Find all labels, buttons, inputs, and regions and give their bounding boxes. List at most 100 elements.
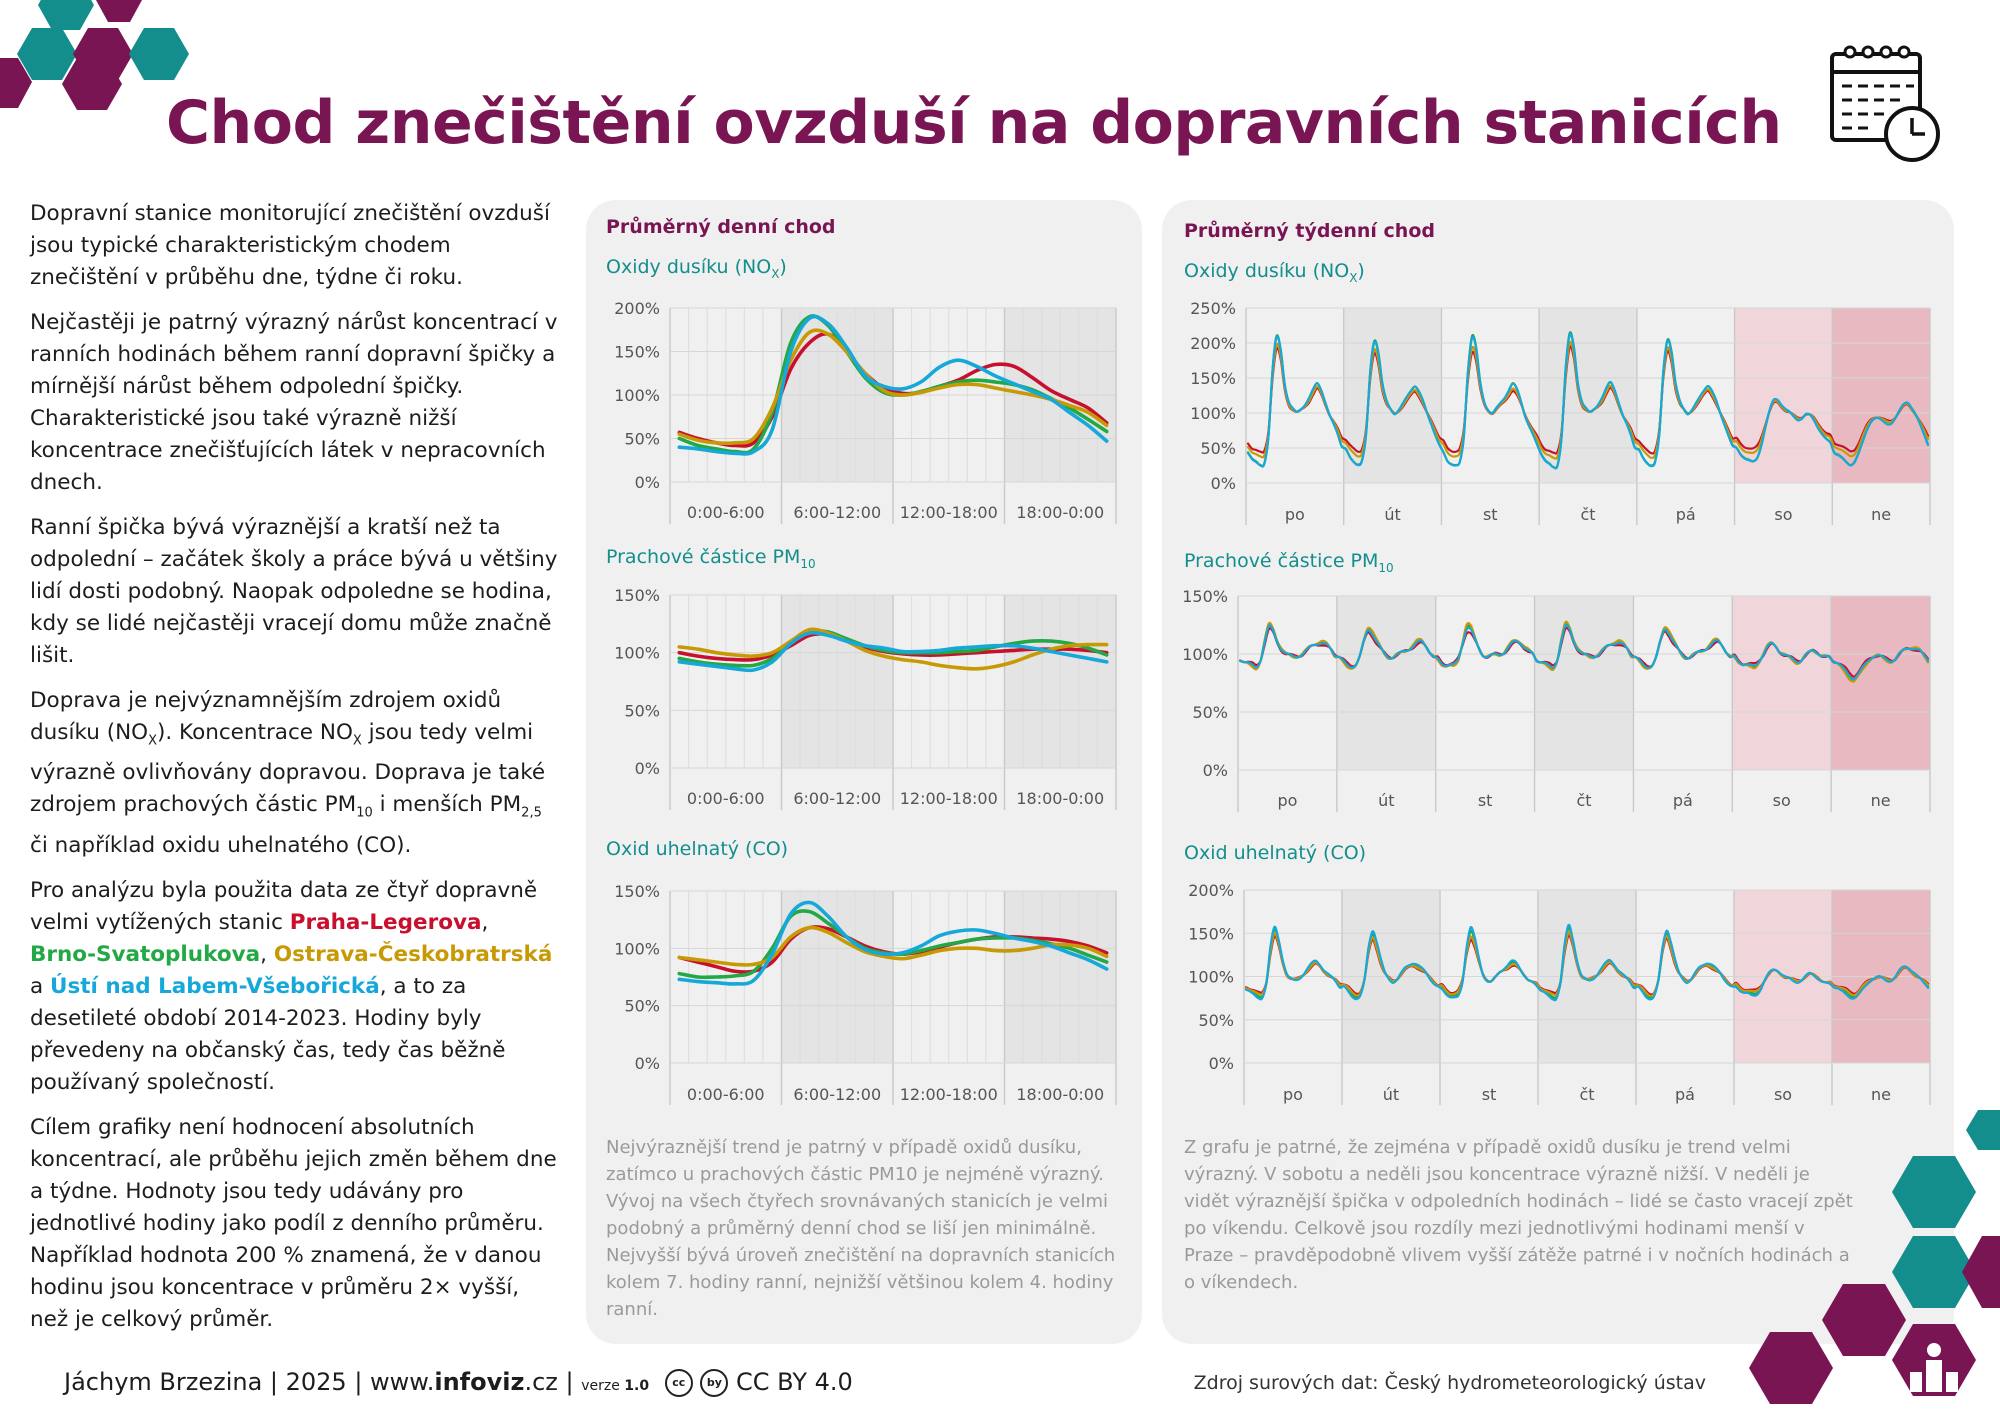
daily-nox-title: Oxidy dusíku (NOX) [606,256,787,281]
footer-author: Jáchym Brzezina | 2025 | www. [64,1368,435,1396]
x-tick-label: út [1383,1085,1399,1104]
y-tick-label: 0% [635,1054,660,1073]
nox-title-end: ) [1357,260,1365,282]
x-tick-label: út [1384,505,1400,524]
y-tick-label: 150% [1190,369,1236,388]
y-tick-label: 0% [635,759,660,778]
p5-part: , [260,941,274,967]
p4-part: či například oxidu uhelnatého (CO). [30,832,412,858]
x-tick-label: 12:00-18:00 [900,503,998,522]
x-tick-label: út [1378,791,1394,810]
station-praha: Praha-Legerova [289,909,482,935]
y-tick-label: 50% [624,701,660,720]
series-line--st-nad-labem-v-ebo-ick- [677,900,1109,986]
intro-text: Dopravní stanice monitorující znečištění… [30,198,560,1349]
series-line-ostrava-eskobratrsk- [677,328,1109,446]
hexagon-decoration-top-left [0,0,189,110]
x-tick-label: pá [1676,505,1696,524]
p5-part: , a to za desetileté období 2014-2023. H… [30,973,506,1095]
y-tick-label: 50% [1198,1011,1234,1030]
y-tick-label: 150% [614,343,660,362]
pm-title-main: Prachové částice PM [606,546,801,568]
weekly-co-title: Oxid uhelnatý (CO) [1184,842,1367,864]
x-tick-label: pá [1673,791,1693,810]
p5-part: , [481,909,489,935]
y-tick-label: 50% [624,997,660,1016]
weekly-pm10-title: Prachové částice PM10 [1184,550,1394,575]
p4-sub: X [148,733,157,749]
series-line--st-nad-labem-v-ebo-ick- [1244,923,1930,1002]
pm-title-sub: 10 [1378,560,1394,575]
p4-part: i menších PM [372,792,522,818]
nox-title-sub: X [1349,270,1358,285]
daily-panel-note: Nejvýraznější trend je patrný v případě … [606,1137,1116,1320]
y-tick-label: 200% [614,299,660,318]
infoviz-logo-icon [1910,1343,1958,1392]
y-tick-label: 200% [1188,881,1234,900]
series-line--st-nad-labem-v-ebo-ick- [677,314,1109,456]
nox-title-main: Oxidy dusíku (NO [606,256,772,278]
shaded-band [1336,596,1436,770]
x-tick-label: 12:00-18:00 [900,1085,998,1104]
y-tick-label: 50% [1200,439,1236,458]
x-tick-label: st [1478,791,1493,810]
shaded-band [1343,308,1442,483]
footer-version-label: verze [581,1378,625,1394]
hexagon-decoration-bottom-right [1749,1110,2000,1404]
station-brno: Brno-Svatoplukova [30,941,261,967]
intro-paragraph-3: Ranní špička bývá výraznější a kratší ne… [30,515,558,668]
x-tick-label: čt [1580,505,1595,524]
x-tick-label: 6:00-12:00 [793,1085,881,1104]
y-tick-label: 150% [1182,587,1228,606]
x-tick-label: pá [1675,1085,1695,1104]
series-line-ostrava-eskobratrsk- [677,925,1109,967]
shaded-band [1534,596,1634,770]
series-line--st-nad-labem-v-ebo-ick- [677,630,1109,673]
y-tick-label: 150% [614,586,660,605]
weekly-nox-title: Oxidy dusíku (NOX) [1184,260,1365,285]
pm-title-main: Prachové částice PM [1184,550,1379,572]
x-tick-label: 12:00-18:00 [900,789,998,808]
y-tick-label: 0% [1211,474,1236,493]
page-title: Chod znečištění ovzduší na dopravních st… [166,88,1782,158]
chart-daily-pm10: 0% 50% 100% 150% 0:00-6:00 6:00-12:00 12:00-18… [614,586,1117,810]
x-tick-label: 0:00-6:00 [687,1085,765,1104]
x-tick-label: 18:00-0:00 [1016,1085,1104,1104]
weekend-band [1732,596,1832,770]
weekly-panel-note: Z grafu je patrné, že zejména v případě … [1184,1137,1853,1293]
x-tick-label: 0:00-6:00 [687,789,765,808]
data-source: Zdroj surových dat: Český hydrometeorolo… [1193,1372,1706,1394]
y-tick-label: 100% [1182,645,1228,664]
y-tick-label: 0% [635,473,660,492]
p4-part: ). Koncentrace NO [157,720,353,745]
p4-sub: 2,5 [521,805,542,821]
series-line-ostrava-eskobratrsk- [677,627,1109,671]
series-line--st-nad-labem-v-ebo-ick- [1239,623,1929,681]
x-tick-label: 0:00-6:00 [687,503,765,522]
y-tick-label: 100% [614,644,660,663]
y-tick-label: 50% [1192,703,1228,722]
p5-part: Pro analýzu byla použita data ze čtyř do… [30,877,538,935]
x-tick-label: po [1283,1085,1303,1104]
footer-site[interactable]: infoviz [434,1368,525,1396]
intro-paragraph-4: Doprava je nejvýznamnějším zdrojem oxidů… [30,685,560,862]
series-line-brno-svatoplukova [677,628,1109,668]
weekend-band [1734,308,1833,483]
intro-paragraph-1: Dopravní stanice monitorující znečištění… [30,201,550,290]
cc-icon: cc [664,1369,693,1397]
daily-panel-title: Průměrný denní chod [606,216,836,238]
x-tick-label: 18:00-0:00 [1016,503,1104,522]
chart-weekly-co: 0% 50% 100% 150% 200% po út st čt pá so ne [1188,881,1931,1105]
chart-daily-co: 0% 50% 100% 150% 0:00-6:00 6:00-12:00 12:00-18… [614,882,1117,1105]
x-tick-label: po [1277,791,1297,810]
x-tick-label: so [1773,791,1791,810]
x-tick-label: 18:00-0:00 [1016,789,1104,808]
pm-title-sub: 10 [800,556,816,571]
intro-paragraph-5: Pro analýzu byla použita data ze čtyř do… [30,875,560,1099]
p4-sub: 10 [356,805,373,821]
x-tick-label: ne [1871,791,1891,810]
y-tick-label: 0% [1209,1054,1234,1073]
daily-pm10-title: Prachové částice PM10 [606,546,816,571]
daily-co-title: Oxid uhelnatý (CO) [606,838,789,860]
y-tick-label: 100% [614,939,660,958]
